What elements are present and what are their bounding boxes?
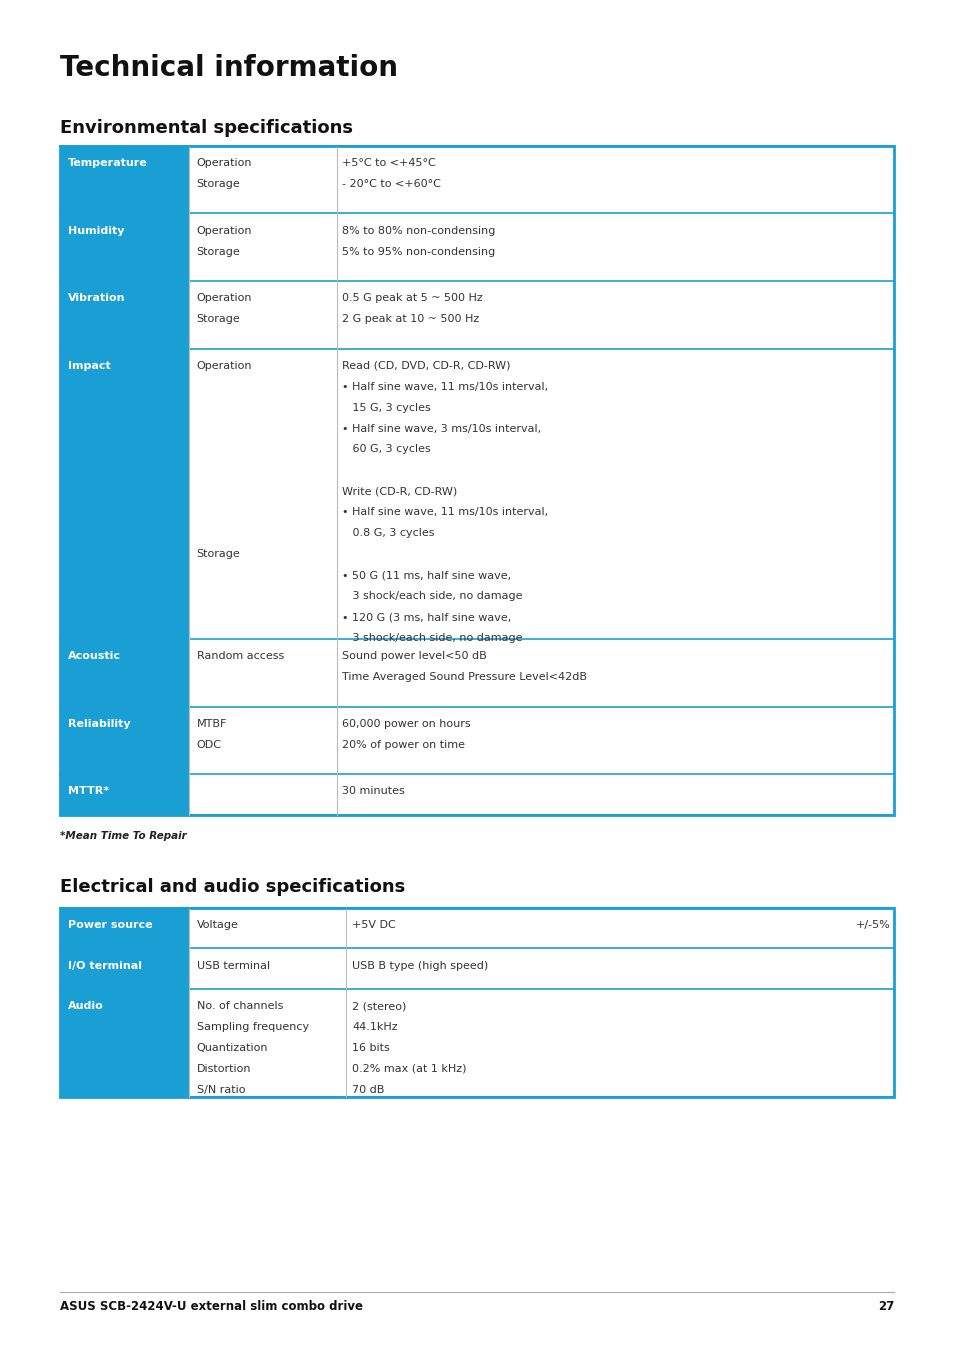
Text: Storage: Storage bbox=[196, 178, 240, 189]
Bar bbox=[60, 213, 189, 281]
Text: Technical information: Technical information bbox=[60, 54, 397, 82]
Text: S/N ratio: S/N ratio bbox=[196, 1085, 245, 1094]
Text: Environmental specifications: Environmental specifications bbox=[60, 119, 353, 136]
Text: 60,000 power on hours: 60,000 power on hours bbox=[342, 719, 471, 728]
Text: 0.2% max (at 1 kHz): 0.2% max (at 1 kHz) bbox=[352, 1065, 466, 1074]
Text: Reliability: Reliability bbox=[68, 719, 131, 728]
Text: Storage: Storage bbox=[196, 315, 240, 324]
Text: Humidity: Humidity bbox=[68, 226, 124, 235]
Text: USB B type (high speed): USB B type (high speed) bbox=[352, 961, 488, 970]
Bar bbox=[60, 774, 189, 815]
Text: Sound power level<50 dB: Sound power level<50 dB bbox=[342, 651, 487, 661]
Text: 44.1kHz: 44.1kHz bbox=[352, 1023, 397, 1032]
Bar bbox=[189, 349, 893, 639]
Text: Read (CD, DVD, CD-R, CD-RW): Read (CD, DVD, CD-R, CD-RW) bbox=[342, 361, 511, 370]
Bar bbox=[60, 908, 893, 1097]
Bar bbox=[189, 281, 893, 349]
Text: Operation: Operation bbox=[196, 158, 252, 168]
Bar bbox=[189, 908, 893, 948]
Text: 15 G, 3 cycles: 15 G, 3 cycles bbox=[342, 403, 431, 412]
Text: • Half sine wave, 11 ms/10s interval,: • Half sine wave, 11 ms/10s interval, bbox=[342, 508, 548, 517]
Text: 3 shock/each side, no damage: 3 shock/each side, no damage bbox=[342, 634, 522, 643]
Text: Random access: Random access bbox=[196, 651, 283, 661]
Text: Temperature: Temperature bbox=[68, 158, 148, 168]
Text: Sampling frequency: Sampling frequency bbox=[196, 1023, 309, 1032]
Text: *Mean Time To Repair: *Mean Time To Repair bbox=[60, 831, 187, 840]
Text: 8% to 80% non-condensing: 8% to 80% non-condensing bbox=[342, 226, 496, 235]
Text: • Half sine wave, 11 ms/10s interval,: • Half sine wave, 11 ms/10s interval, bbox=[342, 382, 548, 392]
Text: 30 minutes: 30 minutes bbox=[342, 786, 405, 796]
Text: 60 G, 3 cycles: 60 G, 3 cycles bbox=[342, 444, 431, 454]
Text: MTBF: MTBF bbox=[196, 719, 227, 728]
Text: +/-5%: +/-5% bbox=[855, 920, 889, 929]
Text: 27: 27 bbox=[877, 1300, 893, 1313]
Bar bbox=[60, 948, 189, 989]
Bar bbox=[189, 213, 893, 281]
Text: Distortion: Distortion bbox=[196, 1065, 251, 1074]
Bar bbox=[189, 774, 893, 815]
Text: Acoustic: Acoustic bbox=[68, 651, 121, 661]
Text: ASUS SCB-2424V-U external slim combo drive: ASUS SCB-2424V-U external slim combo dri… bbox=[60, 1300, 363, 1313]
Text: 70 dB: 70 dB bbox=[352, 1085, 384, 1094]
Bar bbox=[60, 146, 189, 213]
Text: Operation: Operation bbox=[196, 226, 252, 235]
Text: Quantization: Quantization bbox=[196, 1043, 268, 1052]
Text: +5V DC: +5V DC bbox=[352, 920, 395, 929]
Text: • 50 G (11 ms, half sine wave,: • 50 G (11 ms, half sine wave, bbox=[342, 570, 511, 580]
Bar bbox=[189, 948, 893, 989]
Text: 0.8 G, 3 cycles: 0.8 G, 3 cycles bbox=[342, 528, 435, 538]
Bar bbox=[60, 908, 189, 948]
Text: Time Averaged Sound Pressure Level<42dB: Time Averaged Sound Pressure Level<42dB bbox=[342, 673, 587, 682]
Text: 20% of power on time: 20% of power on time bbox=[342, 740, 465, 750]
Text: Operation: Operation bbox=[196, 293, 252, 303]
Text: - 20°C to <+60°C: - 20°C to <+60°C bbox=[342, 178, 441, 189]
Bar bbox=[189, 707, 893, 774]
Text: 0.5 G peak at 5 ~ 500 Hz: 0.5 G peak at 5 ~ 500 Hz bbox=[342, 293, 483, 303]
Text: • 120 G (3 ms, half sine wave,: • 120 G (3 ms, half sine wave, bbox=[342, 612, 511, 621]
Bar bbox=[60, 639, 189, 707]
Text: Storage: Storage bbox=[196, 550, 240, 559]
Text: 3 shock/each side, no damage: 3 shock/each side, no damage bbox=[342, 592, 522, 601]
Text: Power source: Power source bbox=[68, 920, 152, 929]
Text: Storage: Storage bbox=[196, 246, 240, 257]
Bar bbox=[60, 349, 189, 639]
Text: +5°C to <+45°C: +5°C to <+45°C bbox=[342, 158, 436, 168]
Bar bbox=[60, 146, 893, 815]
Text: Audio: Audio bbox=[68, 1001, 103, 1011]
Text: 5% to 95% non-condensing: 5% to 95% non-condensing bbox=[342, 246, 496, 257]
Text: Operation: Operation bbox=[196, 361, 252, 370]
Text: No. of channels: No. of channels bbox=[196, 1001, 283, 1011]
Text: ODC: ODC bbox=[196, 740, 221, 750]
Bar bbox=[189, 639, 893, 707]
Text: Electrical and audio specifications: Electrical and audio specifications bbox=[60, 878, 405, 896]
Text: I/O terminal: I/O terminal bbox=[68, 961, 142, 970]
Bar bbox=[189, 989, 893, 1097]
Text: 2 (stereo): 2 (stereo) bbox=[352, 1001, 406, 1011]
Bar bbox=[189, 146, 893, 213]
Text: MTTR*: MTTR* bbox=[68, 786, 109, 796]
Text: Write (CD-R, CD-RW): Write (CD-R, CD-RW) bbox=[342, 486, 457, 496]
Text: 16 bits: 16 bits bbox=[352, 1043, 390, 1052]
Text: • Half sine wave, 3 ms/10s interval,: • Half sine wave, 3 ms/10s interval, bbox=[342, 424, 541, 434]
Text: USB terminal: USB terminal bbox=[196, 961, 270, 970]
Bar bbox=[60, 989, 189, 1097]
Text: Vibration: Vibration bbox=[68, 293, 125, 303]
Bar bbox=[60, 281, 189, 349]
Text: Impact: Impact bbox=[68, 361, 111, 370]
Text: 2 G peak at 10 ~ 500 Hz: 2 G peak at 10 ~ 500 Hz bbox=[342, 315, 479, 324]
Text: Voltage: Voltage bbox=[196, 920, 238, 929]
Bar bbox=[60, 707, 189, 774]
